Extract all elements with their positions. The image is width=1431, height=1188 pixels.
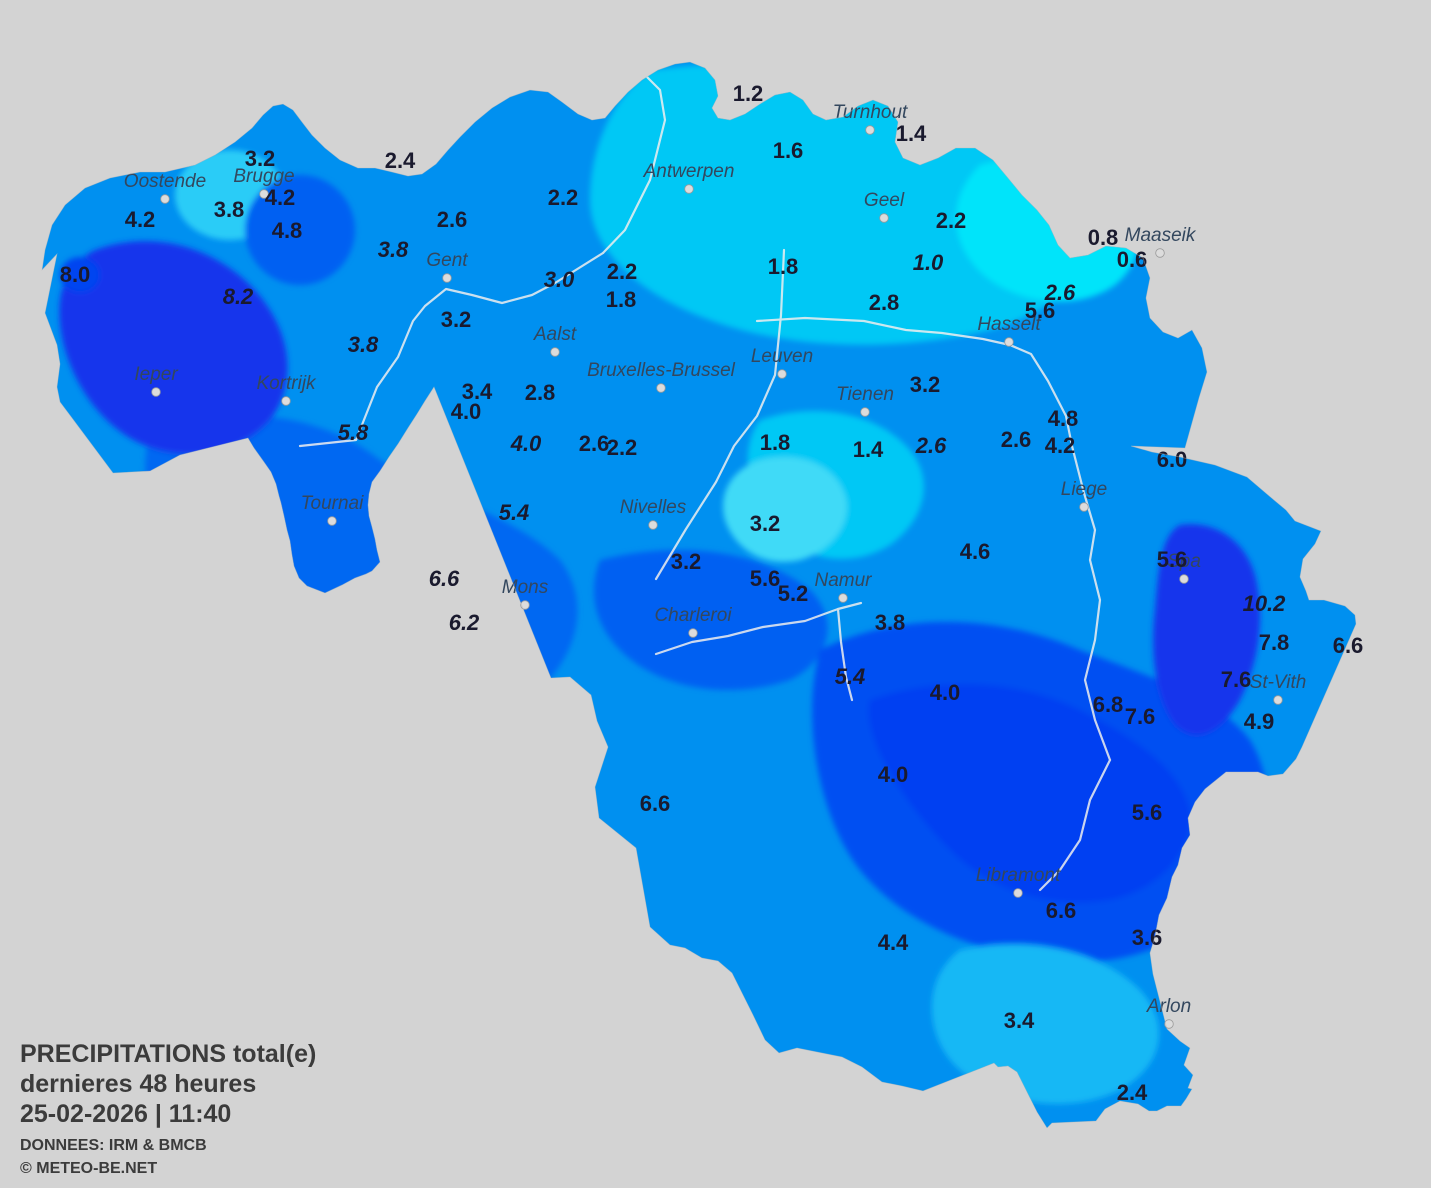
svg-text:2.2: 2.2	[548, 185, 579, 210]
svg-text:Charleroi: Charleroi	[654, 605, 732, 626]
svg-text:1.6: 1.6	[773, 138, 804, 163]
svg-text:25-02-2026 | 11:40: 25-02-2026 | 11:40	[20, 1100, 231, 1128]
svg-text:Bruxelles-Brussel: Bruxelles-Brussel	[587, 360, 736, 381]
svg-text:3.2: 3.2	[910, 372, 941, 397]
svg-text:Libramont: Libramont	[976, 865, 1061, 886]
svg-text:4.2: 4.2	[1045, 433, 1076, 458]
svg-text:3.2: 3.2	[671, 549, 702, 574]
svg-text:1.4: 1.4	[896, 121, 927, 146]
svg-text:4.4: 4.4	[878, 930, 909, 955]
svg-text:Oostende: Oostende	[124, 171, 206, 192]
svg-text:3.2: 3.2	[750, 511, 781, 536]
svg-text:5.8: 5.8	[338, 420, 369, 445]
svg-text:4.8: 4.8	[1048, 406, 1079, 431]
svg-text:1.4: 1.4	[853, 437, 884, 462]
svg-text:Leuven: Leuven	[751, 346, 813, 367]
svg-text:4.9: 4.9	[1244, 709, 1275, 734]
svg-text:7.6: 7.6	[1221, 667, 1252, 692]
svg-text:dernieres 48 heures: dernieres 48 heures	[20, 1070, 256, 1098]
svg-text:2.8: 2.8	[525, 380, 556, 405]
svg-text:0.8: 0.8	[1088, 225, 1119, 250]
svg-text:Gent: Gent	[426, 250, 468, 271]
svg-text:2.4: 2.4	[385, 148, 416, 173]
svg-text:Tournai: Tournai	[301, 493, 364, 514]
svg-text:4.2: 4.2	[265, 185, 296, 210]
svg-text:Liege: Liege	[1061, 479, 1108, 500]
svg-text:2.8: 2.8	[869, 290, 900, 315]
svg-text:Geel: Geel	[864, 190, 905, 211]
svg-text:1.8: 1.8	[760, 430, 791, 455]
svg-text:5.6: 5.6	[1157, 547, 1188, 572]
svg-text:6.6: 6.6	[1046, 898, 1077, 923]
svg-text:2.6: 2.6	[437, 207, 468, 232]
svg-text:1.0: 1.0	[913, 250, 944, 275]
svg-text:2.6: 2.6	[915, 433, 947, 458]
svg-text:5.6: 5.6	[1132, 800, 1163, 825]
svg-text:7.8: 7.8	[1259, 630, 1290, 655]
svg-text:5.4: 5.4	[499, 500, 530, 525]
svg-text:Tienen: Tienen	[836, 384, 894, 405]
svg-text:Ieper: Ieper	[134, 364, 178, 385]
svg-text:4.0: 4.0	[510, 431, 542, 456]
svg-text:8.2: 8.2	[223, 284, 254, 309]
svg-text:PRECIPITATIONS total(e): PRECIPITATIONS total(e)	[20, 1040, 316, 1068]
svg-text:3.6: 3.6	[1132, 925, 1163, 950]
svg-text:6.8: 6.8	[1093, 692, 1124, 717]
svg-text:© METEO-BE.NET: © METEO-BE.NET	[20, 1160, 157, 1177]
svg-text:3.8: 3.8	[214, 197, 245, 222]
svg-text:Maaseik: Maaseik	[1125, 225, 1197, 246]
svg-text:Kortrijk: Kortrijk	[256, 373, 317, 394]
svg-text:3.2: 3.2	[245, 146, 276, 171]
svg-text:5.6: 5.6	[1025, 298, 1056, 323]
svg-text:10.2: 10.2	[1243, 591, 1287, 616]
svg-text:6.0: 6.0	[1157, 447, 1188, 472]
svg-text:4.0: 4.0	[930, 680, 961, 705]
svg-text:2.2: 2.2	[607, 435, 638, 460]
svg-text:4.6: 4.6	[960, 539, 991, 564]
svg-text:7.6: 7.6	[1125, 704, 1156, 729]
svg-text:Arlon: Arlon	[1146, 996, 1191, 1017]
svg-text:6.6: 6.6	[640, 791, 671, 816]
svg-text:2.2: 2.2	[936, 208, 967, 233]
svg-text:1.8: 1.8	[606, 287, 637, 312]
svg-text:2.6: 2.6	[579, 431, 610, 456]
svg-text:Aalst: Aalst	[533, 324, 577, 345]
svg-text:4.0: 4.0	[878, 762, 909, 787]
svg-text:4.0: 4.0	[451, 399, 482, 424]
svg-text:5.6: 5.6	[750, 566, 781, 591]
svg-text:2.2: 2.2	[607, 259, 638, 284]
svg-text:3.2: 3.2	[441, 307, 472, 332]
svg-text:1.8: 1.8	[768, 254, 799, 279]
svg-text:Mons: Mons	[502, 577, 549, 598]
svg-text:2.6: 2.6	[1001, 427, 1032, 452]
svg-text:Nivelles: Nivelles	[620, 497, 687, 518]
svg-text:5.4: 5.4	[835, 664, 866, 689]
svg-text:3.8: 3.8	[378, 237, 409, 262]
svg-text:6.6: 6.6	[1333, 633, 1364, 658]
svg-text:0.6: 0.6	[1117, 247, 1148, 272]
svg-text:6.2: 6.2	[449, 610, 480, 635]
svg-text:8.0: 8.0	[60, 262, 91, 287]
svg-text:6.6: 6.6	[429, 566, 460, 591]
svg-text:Antwerpen: Antwerpen	[643, 161, 735, 182]
svg-text:5.2: 5.2	[778, 581, 809, 606]
svg-text:4.8: 4.8	[272, 218, 303, 243]
svg-text:1.2: 1.2	[733, 81, 764, 106]
svg-text:3.4: 3.4	[1004, 1008, 1035, 1033]
svg-text:4.2: 4.2	[125, 207, 156, 232]
svg-text:DONNEES: IRM & BMCB: DONNEES: IRM & BMCB	[20, 1137, 207, 1154]
svg-text:St-Vith: St-Vith	[1250, 672, 1307, 693]
svg-text:3.0: 3.0	[544, 267, 575, 292]
svg-text:3.8: 3.8	[348, 332, 379, 357]
svg-text:3.8: 3.8	[875, 610, 906, 635]
svg-text:Namur: Namur	[814, 570, 872, 591]
